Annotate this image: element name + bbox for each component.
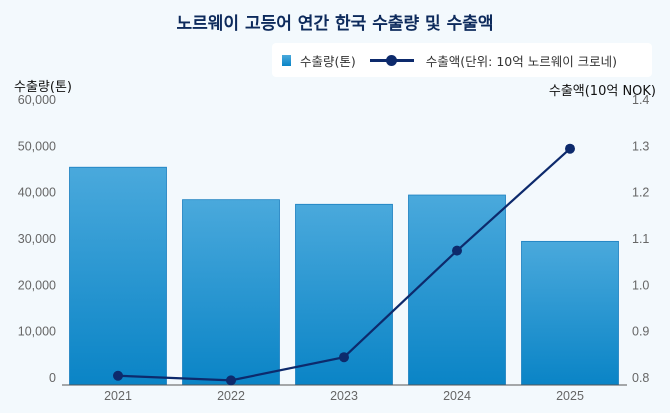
y-left-tick-label: 10,000 (18, 325, 56, 339)
y-left-tick-label: 0 (49, 371, 56, 385)
x-tick-label: 2023 (330, 389, 358, 403)
y-right-tick-label: 1.3 (632, 139, 649, 153)
chart-title: 노르웨이 고등어 연간 한국 수출량 및 수출액 (176, 14, 494, 34)
y-left-tick-label: 20,000 (18, 278, 56, 292)
y-right-tick-label: 1.1 (632, 232, 649, 246)
x-tick-label: 2022 (217, 389, 245, 403)
y-right-tick-label: 0.8 (632, 371, 649, 385)
legend-bar-swatch (282, 54, 291, 66)
bar-2022 (182, 199, 280, 386)
bar-2021 (69, 166, 167, 386)
bar-2024 (408, 194, 506, 386)
legend-bar-label: 수출량(톤) (300, 53, 356, 69)
x-tick-label: 2025 (556, 389, 584, 403)
y-right-tick-label: 1.0 (632, 278, 649, 292)
legend-line-label: 수출액(단위: 10억 노르웨이 크로네) (425, 53, 618, 69)
line-point-2025 (565, 143, 575, 154)
y-right-tick-label: 0.9 (632, 325, 649, 339)
line-point-2022 (226, 375, 236, 386)
legend-line-swatch (369, 54, 414, 66)
line-point-2024 (452, 245, 462, 256)
y-axis-right-label: 수출액(10억 NOK) (548, 84, 656, 99)
line-point-2023 (339, 352, 349, 363)
y-left-tick-label: 50,000 (18, 139, 56, 153)
y-left-tick-label: 40,000 (18, 186, 56, 200)
y-right-tick-label: 1.2 (632, 186, 649, 200)
x-tick-label: 2021 (104, 389, 132, 403)
x-tick-label: 2024 (443, 389, 471, 403)
line-point-2021 (113, 370, 123, 381)
bar-2025 (521, 240, 619, 386)
y-right-tick-label: 1.4 (632, 93, 649, 107)
y-left-tick-label: 30,000 (18, 232, 56, 246)
y-left-tick-label: 60,000 (18, 93, 56, 107)
y-axis-left-label: 수출량(톤) (14, 80, 72, 95)
legend: 수출량(톤) 수출액(단위: 10억 노르웨이 크로네) (272, 43, 652, 77)
